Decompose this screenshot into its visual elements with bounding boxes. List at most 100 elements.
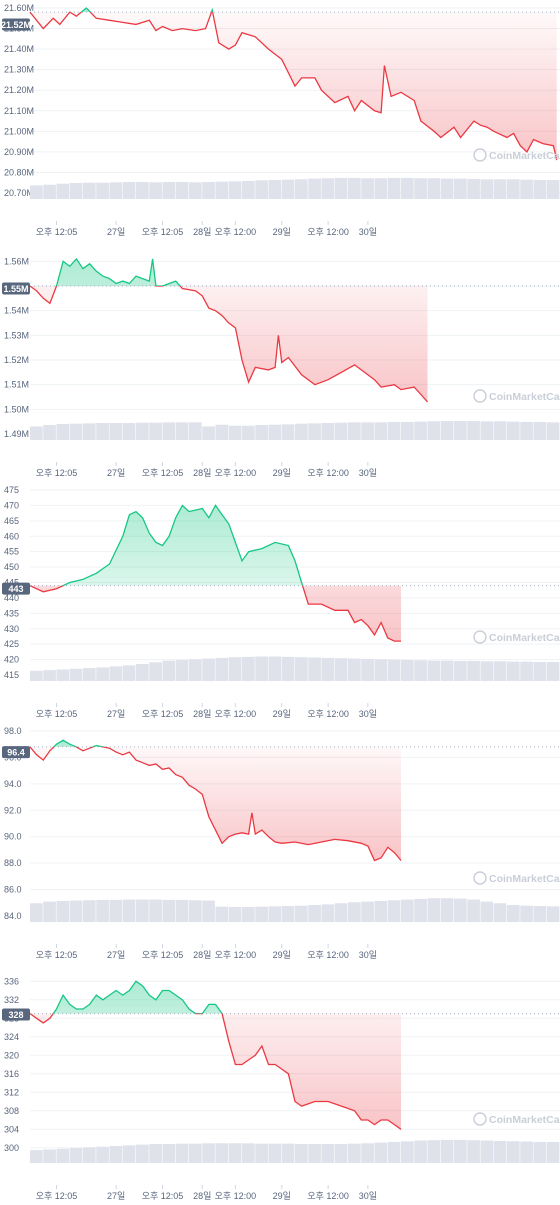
volume-bar: [189, 1143, 202, 1163]
x-tick-label: 27일: [107, 950, 125, 960]
x-tick-label: 오후 12:00: [215, 950, 257, 960]
volume-bar: [69, 900, 83, 922]
watermark: CoinMarketCap: [489, 1114, 560, 1126]
volume-bar: [334, 903, 348, 922]
x-tick-label: 오후 12:05: [36, 468, 78, 478]
volume-bar: [361, 658, 374, 681]
volume-bar: [387, 421, 401, 440]
volume-bar: [321, 178, 335, 199]
x-tick-label: 30일: [359, 950, 377, 960]
volume-bar: [255, 906, 268, 922]
area-fill-up: [30, 981, 401, 1014]
x-tick-label: 30일: [359, 709, 377, 719]
volume-bar: [189, 900, 202, 922]
volume-bar: [122, 423, 136, 440]
volume-bar: [507, 421, 520, 440]
area-fill-down: [30, 286, 428, 402]
y-tick-label: 86.0: [4, 885, 22, 895]
volume-bar: [374, 659, 388, 681]
x-tick-label: 오후 12:05: [142, 950, 184, 960]
current-price-tag: [2, 1008, 30, 1021]
x-tick-label: 오후 12:00: [215, 1191, 257, 1201]
x-tick-label: 오후 12:00: [307, 227, 349, 237]
volume-bar: [321, 423, 335, 440]
volume-bar: [136, 664, 149, 681]
volume-bar: [348, 422, 361, 440]
volume-bar: [242, 180, 255, 199]
volume-bar: [520, 1141, 533, 1163]
price-line-up: [30, 504, 304, 586]
volume-bar: [414, 421, 427, 440]
volume-bar: [414, 898, 427, 922]
current-price-label: 328: [8, 1010, 23, 1020]
volume-bar: [122, 899, 136, 922]
volume-bar: [334, 658, 348, 681]
x-tick-label: 오후 12:00: [215, 227, 257, 237]
volume-bar: [43, 184, 56, 199]
volume-bar: [454, 420, 467, 440]
x-tick-label: 27일: [107, 1191, 125, 1201]
volume-bar: [493, 179, 507, 199]
volume-bar: [30, 903, 43, 922]
volume-bar: [242, 656, 255, 681]
volume-bar: [533, 179, 547, 199]
y-tick-label: 21.20M: [4, 85, 34, 95]
current-price-tag: [2, 582, 30, 595]
current-price-tag: [2, 282, 30, 295]
volume-bar: [149, 1143, 162, 1163]
volume-bar: [96, 423, 109, 440]
y-tick-label: 21.00M: [4, 126, 34, 136]
current-price-label: 1.55M: [3, 284, 28, 294]
volume-bar: [149, 899, 162, 922]
volume-bar: [69, 183, 83, 199]
y-tick-label: 21.40M: [4, 44, 34, 54]
y-tick-label: 308: [4, 1106, 19, 1116]
watermark-logo-icon: [473, 630, 487, 644]
y-tick-label: 420: [4, 655, 19, 665]
price-line-down: [29, 746, 402, 862]
x-tick-label: 27일: [107, 468, 125, 478]
volume-bar: [454, 660, 467, 681]
x-tick-label: 오후 12:05: [142, 709, 184, 719]
volume-bar: [83, 1147, 96, 1163]
volume-bar: [83, 182, 96, 199]
chart-panel-5: 336332328324320316312308304300328CoinMar…: [2, 976, 560, 1201]
volume-bar: [149, 182, 162, 199]
volume-bar: [136, 422, 149, 440]
volume-bar: [414, 1140, 427, 1163]
volume-bar: [467, 660, 480, 681]
y-tick-label: 20.70M: [4, 188, 34, 198]
volume-bar: [334, 177, 348, 199]
volume-bar: [295, 905, 308, 922]
chart-panel-4: 98.096.094.092.090.088.086.084.096.4Coin…: [2, 726, 560, 960]
volume-bar: [228, 907, 242, 922]
volume-bar: [255, 180, 268, 199]
volume-bar: [215, 1143, 229, 1163]
y-tick-label: 415: [4, 670, 19, 680]
volume-bar: [348, 177, 361, 199]
volume-bar: [228, 425, 242, 440]
volume-bar: [202, 658, 215, 681]
volume-bar: [467, 178, 480, 199]
volume-bar: [427, 421, 441, 440]
volume-bar: [361, 1143, 374, 1163]
volume-bar: [228, 181, 242, 199]
y-tick-label: 1.54M: [4, 306, 29, 316]
volume-bar: [361, 178, 374, 199]
y-tick-label: 324: [4, 1032, 19, 1042]
price-line-up: [29, 980, 223, 1014]
x-tick-label: 오후 12:05: [142, 468, 184, 478]
watermark: CoinMarketCap: [489, 150, 560, 162]
volume-bar: [122, 1145, 136, 1163]
x-tick-label: 오후 12:05: [36, 227, 78, 237]
volume-bar: [520, 661, 533, 681]
x-tick-label: 29일: [273, 950, 291, 960]
y-tick-label: 332: [4, 995, 19, 1005]
volume-bar: [228, 657, 242, 681]
y-tick-label: 1.53M: [4, 330, 29, 340]
volume-bar: [321, 657, 335, 681]
y-tick-label: 300: [4, 1143, 19, 1153]
x-tick-label: 28일: [193, 1191, 211, 1201]
current-price-label: 443: [8, 584, 23, 594]
volume-bar: [507, 905, 520, 922]
